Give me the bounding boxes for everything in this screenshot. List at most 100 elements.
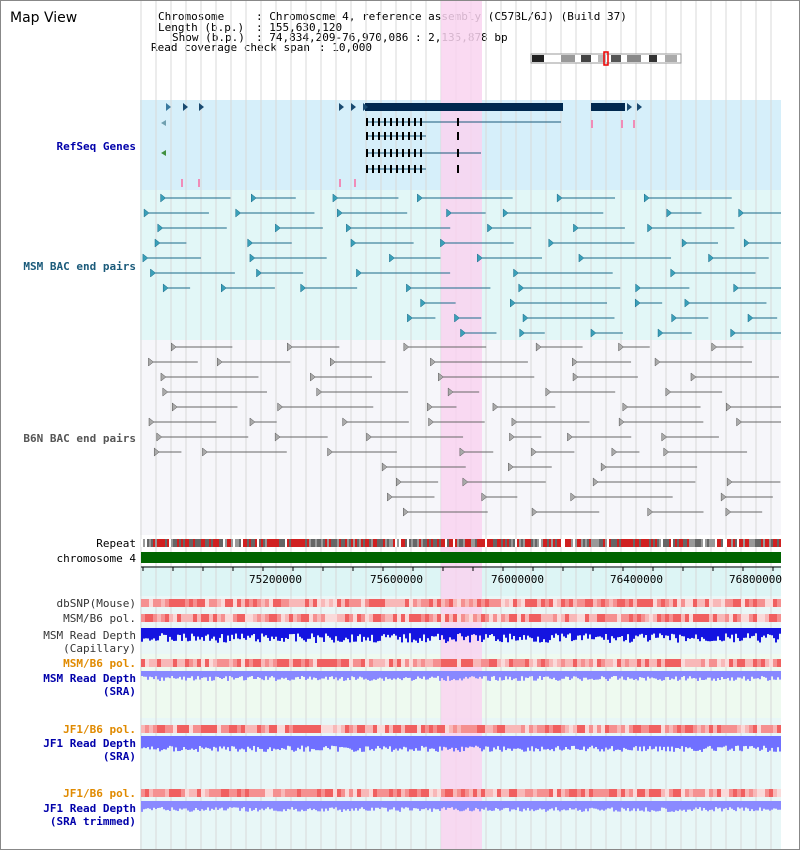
depth-bar [689,628,691,639]
depth-bar [185,801,187,809]
depth-bar [547,736,549,749]
pol-cell [229,599,233,607]
pol-cell [421,614,425,622]
pol-cell [661,725,665,733]
depth-bar [205,671,207,678]
depth-bar [641,628,643,634]
bac-end [440,238,446,248]
depth-bar [583,671,585,678]
axis-tick-label: 76800000 [729,573,782,586]
depth-bar [409,801,411,811]
pol-cell [677,789,681,797]
repeat-segment [433,539,435,547]
depth-bar [741,801,743,808]
repeat-segment [751,539,753,547]
exon [372,165,374,173]
pol-cell [333,599,337,607]
depth-bar [591,736,593,746]
pol-cell [365,614,369,622]
depth-bar [571,801,573,810]
bac-end [221,283,227,293]
depth-bar [149,801,151,809]
depth-bar [163,671,165,681]
pol-cell [501,659,505,667]
pol-cell [305,614,309,622]
pol-cell [421,725,425,733]
depth-bar [741,628,743,641]
depth-bar [221,628,223,635]
pol-cell [413,789,417,797]
pol-cell [165,789,169,797]
pol-cell [417,789,421,797]
depth-bar [771,801,773,810]
pol-cell [425,599,429,607]
depth-bar [321,801,323,809]
depth-bar [315,736,317,751]
pol-cell [537,725,541,733]
pol-cell [381,789,385,797]
gene-arrow [637,103,642,111]
track-label-jf1-pol-trimmed: JF1/B6 pol. [63,787,136,800]
depth-bar [653,801,655,811]
depth-bar [475,671,477,679]
depth-bar [161,671,163,678]
pol-cell [585,725,589,733]
depth-bar [159,671,161,681]
depth-bar [187,736,189,750]
depth-bar [151,801,153,811]
depth-bar [273,801,275,811]
pol-cell [489,659,493,667]
depth-bar [339,671,341,679]
depth-bar [515,628,517,641]
depth-bar [715,671,717,681]
depth-bar [651,671,653,678]
depth-bar [343,671,345,681]
pol-cell [193,599,197,607]
depth-bar [321,736,323,751]
bac-end [403,342,410,352]
depth-bar [315,801,317,811]
pol-cell [541,599,545,607]
bac-end [142,253,149,263]
pol-cell [365,599,369,607]
depth-bar [513,628,515,637]
depth-bar [283,736,285,749]
pol-cell [309,725,313,733]
depth-bar [779,736,781,752]
b6n-bac-pairs[interactable] [148,342,781,517]
bac-end [171,342,177,352]
depth-bar [765,736,767,748]
depth-bar [197,736,199,752]
chromosome-ideogram[interactable] [530,51,682,66]
depth-bar [179,801,181,809]
bac-end [157,223,164,233]
depth-bar [473,671,475,677]
depth-bar [743,628,745,638]
bac-end [661,432,668,442]
pol-cell [305,659,309,667]
depth-bar [167,801,169,810]
depth-bar [163,801,165,810]
depth-bar [631,628,633,642]
depth-bar [435,801,437,810]
depth-bar [321,628,323,638]
refseq-genes[interactable] [161,103,642,187]
repeat-segment [211,539,213,547]
depth-bar [529,736,531,751]
repeat-segment [205,539,207,547]
depth-bar [665,671,667,678]
depth-bar [649,628,651,641]
depth-bar [153,801,155,808]
depth-bar [567,628,569,635]
highlight-region[interactable] [441,1,482,849]
msm-bac-pairs[interactable] [142,193,781,338]
pol-cell [217,659,221,667]
pol-cell [393,599,397,607]
pol-cell [161,725,165,733]
depth-bar [557,671,559,681]
bac-end [725,402,732,412]
pol-cell [301,725,305,733]
repeat-segment [659,539,661,547]
depth-bar [377,671,379,679]
